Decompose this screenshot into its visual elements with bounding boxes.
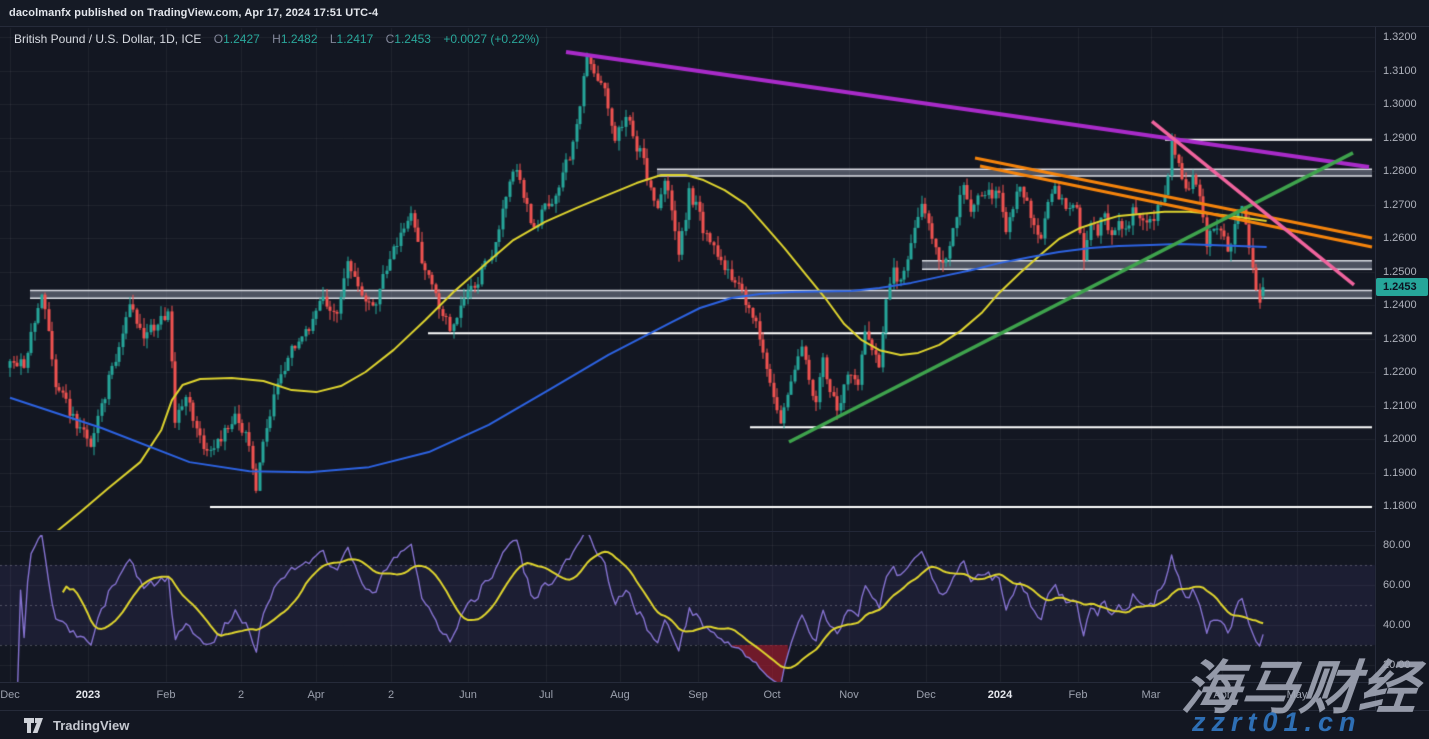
symbol-title[interactable]: British Pound / U.S. Dollar, 1D, ICE [14, 32, 202, 46]
time-tick-label: Jul [538, 689, 554, 701]
ohlc-close-label: C [385, 32, 395, 46]
time-tick-label: Apr [307, 689, 325, 701]
rsi-tick-label: 40.00 [1383, 619, 1411, 631]
time-tick-label: Aug [610, 689, 630, 701]
price-tick-label: 1.2400 [1383, 299, 1417, 311]
time-tick-label: 2023 [75, 689, 101, 701]
price-tick-label: 1.1900 [1383, 466, 1417, 479]
price-tick-label: 1.2600 [1383, 232, 1417, 244]
time-tick-label: Dec [0, 689, 20, 701]
ohlc-open-label: O [213, 32, 224, 46]
ohlc-low-label: L [329, 32, 337, 46]
rsi-tick-label: 60.00 [1383, 579, 1411, 591]
pane-separator[interactable] [0, 531, 1375, 532]
last-price-badge: 1.2453 [1376, 278, 1428, 297]
price-tick-label: 1.2500 [1383, 265, 1417, 278]
price-tick-label: 1.2200 [1383, 366, 1417, 378]
chart-legend: British Pound / U.S. Dollar, 1D, ICE O1.… [14, 32, 539, 46]
ohlc-high-value: 1.2482 [280, 32, 318, 46]
tradingview-attribution-link[interactable]: TradingView [24, 718, 129, 733]
time-tick-label: Dec [916, 689, 936, 701]
time-axis-strip [0, 682, 1375, 711]
time-tick-label: May [1286, 689, 1308, 701]
ohlc-open-value: 1.2427 [223, 32, 260, 46]
price-tick-label: 1.3000 [1383, 98, 1417, 110]
price-tick-label: 1.2800 [1383, 165, 1417, 177]
time-tick-label: Jun [459, 689, 477, 701]
last-price-value: 1.2453 [1383, 281, 1417, 294]
time-tick-label: Mar [1141, 689, 1161, 701]
price-tick-label: 1.2000 [1383, 433, 1417, 445]
price-tick-label: 1.2100 [1383, 399, 1417, 412]
ohlc-low-value: 1.2417 [336, 32, 374, 46]
tradingview-logo-icon [24, 718, 43, 733]
publisher-text: dacolmanfx published on TradingView.com,… [9, 7, 379, 19]
price-tick-label: 1.3200 [1383, 31, 1417, 43]
ohlc-close-value: 1.2453 [394, 32, 431, 46]
rsi-tick-label: 20.00 [1383, 659, 1411, 671]
time-tick-label: Feb [1068, 689, 1088, 701]
time-tick-label: Oct [763, 689, 781, 701]
publisher-bar: dacolmanfx published on TradingView.com,… [0, 0, 1429, 27]
price-tick-label: 1.2900 [1383, 131, 1417, 144]
ohlc-high-label: H [272, 32, 281, 46]
price-tick-label: 1.3100 [1383, 64, 1417, 77]
change-value: +0.0027 (+0.22%) [443, 32, 540, 46]
time-tick-label: 2 [237, 689, 245, 701]
price-axis-border [1375, 27, 1376, 710]
footer-bar: TradingView [0, 710, 1429, 739]
time-tick-label: 2 [387, 689, 395, 701]
rsi-tick-label: 80.00 [1383, 539, 1411, 551]
time-tick-label: Apr [1213, 689, 1231, 701]
price-tick-label: 1.1800 [1383, 500, 1417, 512]
time-axis[interactable]: Dec 2023 Feb 2 Apr 2 Jun Jul Aug Sep Oct Nov Dec 2024… [0, 684, 1375, 710]
tradingview-brand-text: TradingView [53, 718, 130, 733]
price-axis[interactable]: 1.3200 1.3100 1.3000 1.2900 1.2800 1.2700 1.26… [1376, 27, 1429, 710]
time-tick-label: 2024 [987, 689, 1013, 701]
time-tick-label: Feb [156, 689, 176, 701]
time-tick-label: Sep [688, 689, 708, 701]
time-tick-label: Nov [839, 689, 859, 701]
price-tick-label: 1.2300 [1383, 332, 1417, 345]
price-tick-label: 1.2700 [1383, 198, 1417, 211]
